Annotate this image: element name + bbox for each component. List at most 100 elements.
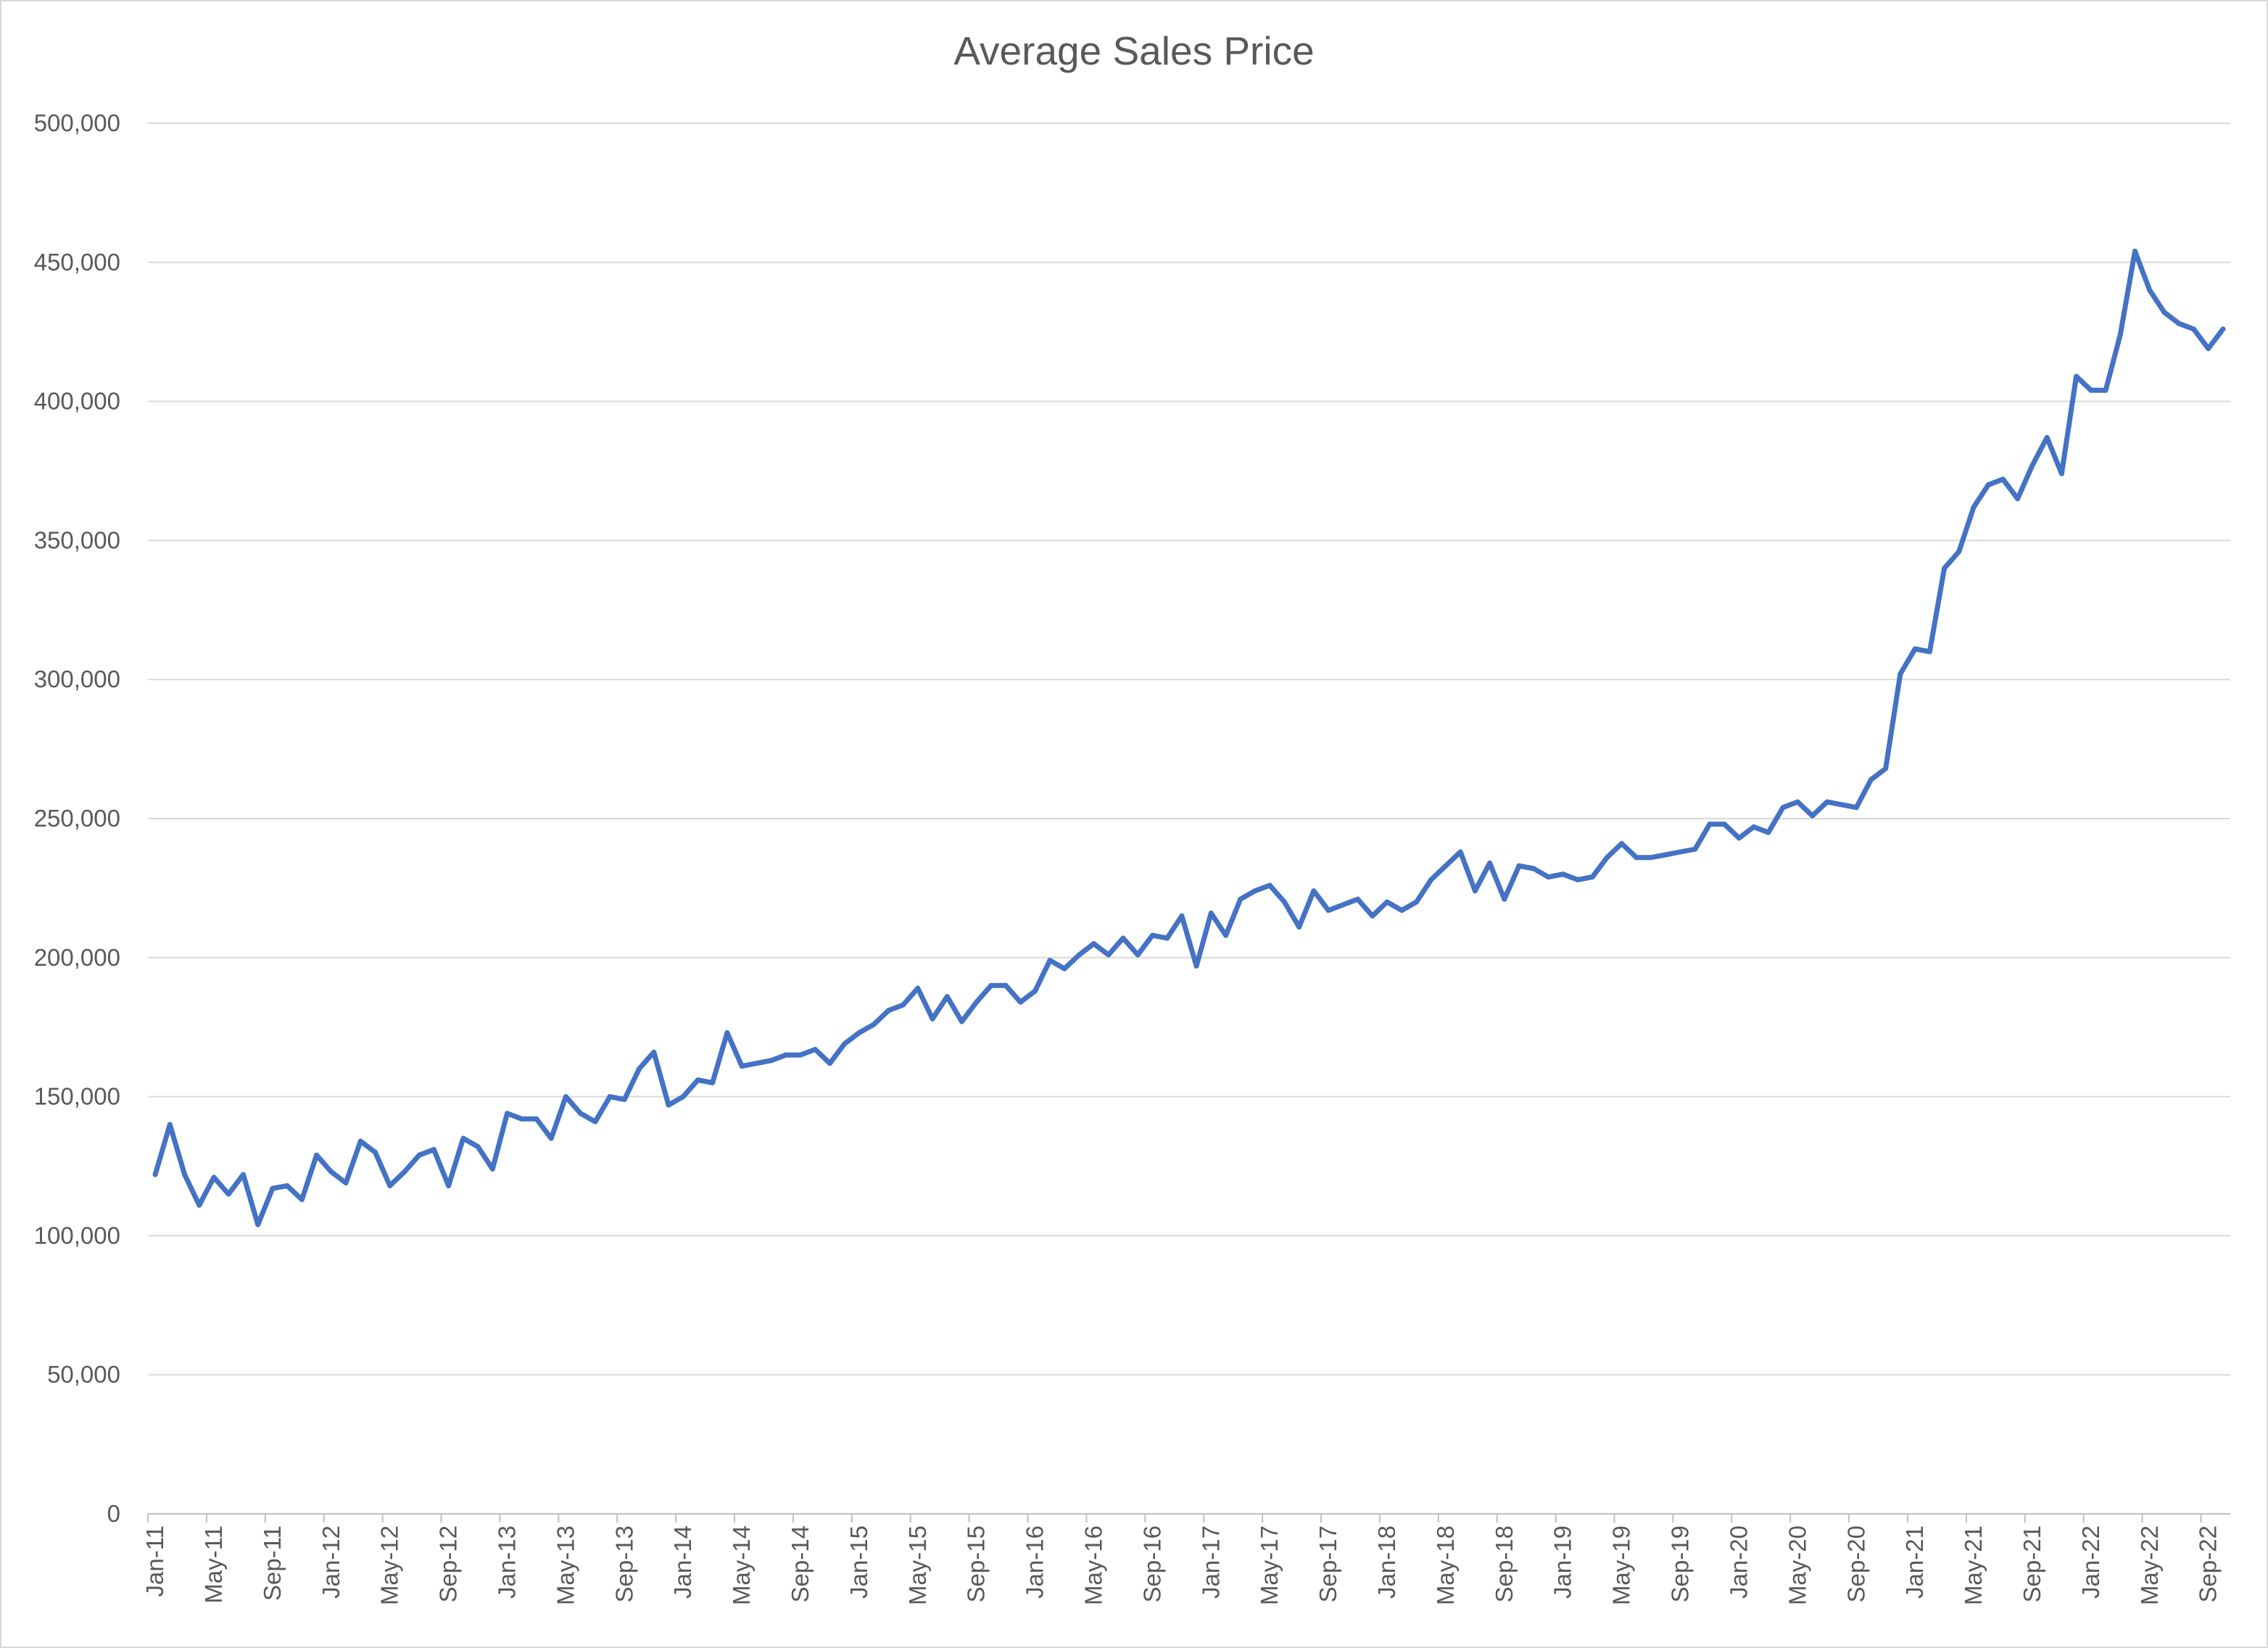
x-tick-label: Sep-22	[2195, 1525, 2222, 1602]
data-point	[1912, 646, 1918, 652]
data-point	[988, 982, 994, 988]
x-tick-label: Sep-12	[435, 1525, 462, 1602]
data-point	[2029, 463, 2035, 468]
x-tick-label: May-22	[2136, 1525, 2163, 1605]
data-point	[2132, 248, 2138, 254]
data-point	[1399, 908, 1404, 914]
data-point	[1634, 855, 1639, 861]
data-point	[1135, 952, 1141, 958]
y-tick-label: 400,000	[34, 388, 120, 415]
data-point	[1296, 924, 1302, 930]
y-tick-label: 100,000	[34, 1222, 120, 1249]
y-tick-label: 50,000	[47, 1361, 120, 1388]
data-point	[240, 1172, 246, 1177]
x-tick-label: Sep-16	[1138, 1525, 1165, 1602]
series-layer	[152, 248, 2226, 1227]
data-point	[1751, 824, 1757, 830]
data-point	[343, 1180, 349, 1186]
data-point	[1692, 846, 1698, 852]
data-point	[1721, 821, 1727, 827]
chart-title: Average Sales Price	[953, 28, 1315, 73]
data-point	[519, 1116, 525, 1122]
x-tick-label: May-11	[200, 1525, 227, 1604]
data-point	[2058, 471, 2064, 476]
data-point	[695, 1077, 700, 1083]
data-point	[2117, 332, 2123, 338]
data-point	[1003, 982, 1009, 988]
x-axis-ticks: Jan-11 May-11 Sep-11 Jan-12 May-12 Sep-12 Jan-…	[141, 1514, 2222, 1605]
data-point	[1017, 999, 1023, 1005]
data-point	[196, 1202, 202, 1208]
data-point	[1839, 802, 1845, 808]
data-point	[1663, 852, 1668, 858]
data-point	[1560, 871, 1566, 877]
y-tick-label: 300,000	[34, 666, 120, 692]
x-tick-label: May-14	[728, 1525, 755, 1605]
data-point	[1370, 913, 1375, 919]
x-tick-label: Jan-15	[845, 1525, 872, 1599]
data-point	[974, 999, 980, 1005]
data-point	[1164, 935, 1170, 941]
data-point	[1061, 966, 1067, 972]
data-point	[1736, 835, 1742, 841]
data-point	[2103, 387, 2108, 393]
data-point	[856, 1030, 862, 1035]
data-point	[2015, 496, 2021, 502]
data-point	[2190, 326, 2196, 332]
data-point	[314, 1152, 320, 1158]
data-point	[1678, 849, 1684, 855]
x-tick-label: Jan-13	[494, 1525, 521, 1599]
x-tick-label: Sep-19	[1667, 1525, 1694, 1602]
data-point	[1149, 932, 1155, 938]
data-point	[1487, 860, 1493, 866]
data-point	[387, 1183, 393, 1188]
data-point	[1531, 866, 1536, 871]
data-point	[2176, 320, 2182, 326]
data-point	[182, 1172, 188, 1177]
data-point	[1985, 482, 1991, 488]
x-tick-label: Jan-20	[1725, 1525, 1752, 1599]
x-tick-label: Jan-21	[1901, 1525, 1928, 1599]
data-point	[1032, 988, 1038, 994]
data-point	[1179, 913, 1185, 919]
data-point	[1502, 896, 1507, 902]
y-tick-label: 350,000	[34, 526, 120, 553]
x-tick-label: Sep-21	[2019, 1525, 2045, 1602]
y-tick-label: 200,000	[34, 944, 120, 971]
x-tick-label: May-19	[1608, 1525, 1635, 1605]
data-point	[680, 1094, 686, 1100]
data-point	[1325, 908, 1331, 914]
x-tick-label: May-18	[1432, 1525, 1459, 1605]
data-point	[563, 1094, 568, 1100]
data-point	[710, 1080, 716, 1085]
data-point	[666, 1102, 671, 1108]
data-point	[2044, 434, 2050, 440]
data-point	[769, 1058, 774, 1064]
series-line	[152, 249, 2226, 1227]
x-tick-label: May-12	[376, 1525, 403, 1605]
data-point	[1766, 829, 1771, 835]
data-point	[944, 994, 950, 1000]
x-tick-label: Sep-18	[1491, 1525, 1518, 1602]
data-point	[812, 1046, 818, 1052]
data-point	[783, 1052, 789, 1058]
x-tick-label: Jan-18	[1373, 1525, 1400, 1599]
data-point	[270, 1185, 276, 1191]
data-point	[489, 1166, 495, 1172]
data-point	[2220, 326, 2226, 332]
data-point	[578, 1111, 584, 1117]
data-point	[460, 1135, 466, 1141]
data-point	[1648, 855, 1654, 861]
data-point	[167, 1122, 173, 1127]
data-point	[1252, 888, 1258, 894]
data-point	[1824, 799, 1830, 805]
data-point	[534, 1116, 539, 1122]
data-point	[1472, 888, 1478, 894]
y-tick-label: 0	[107, 1500, 120, 1527]
gridlines	[148, 123, 2230, 1376]
x-tick-label: Jan-17	[1197, 1525, 1224, 1599]
x-tick-label: Jan-14	[669, 1525, 696, 1599]
data-point	[651, 1049, 657, 1055]
x-tick-label: Jan-12	[318, 1525, 344, 1599]
